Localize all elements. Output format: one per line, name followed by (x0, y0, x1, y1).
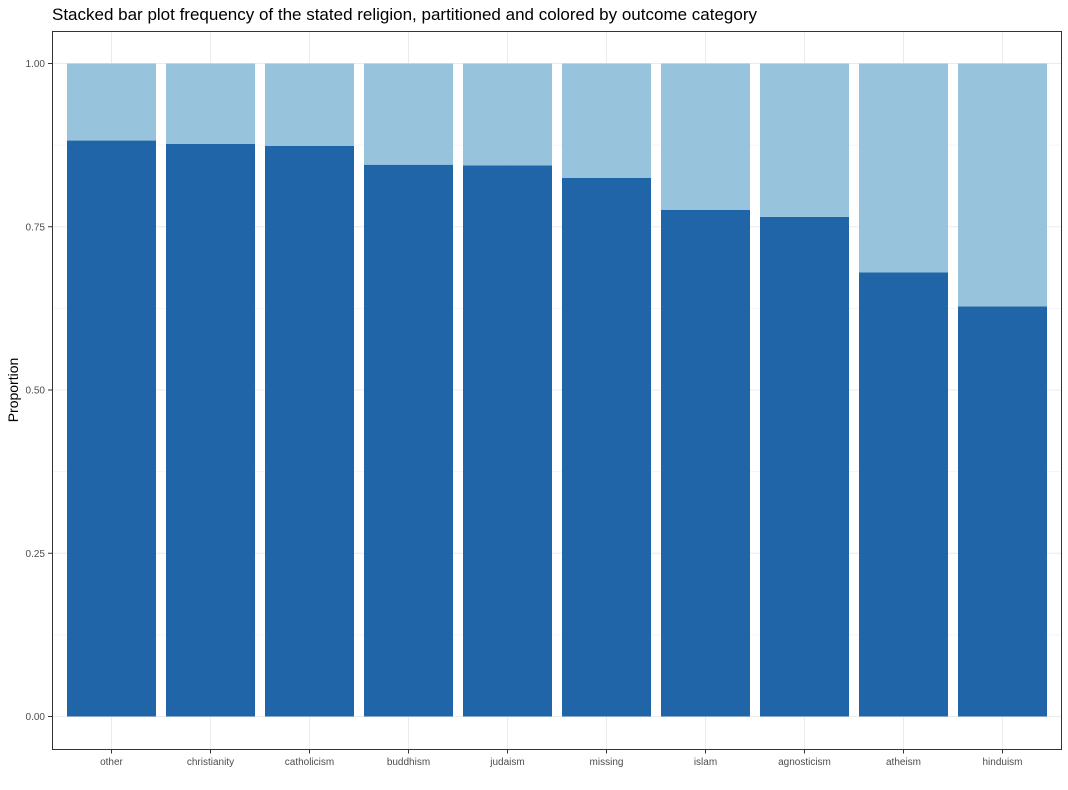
x-tick-label-buddhism: buddhism (387, 757, 430, 768)
y-tick-label: 0.00 (26, 712, 46, 723)
bar-segment-hinduism-1 (958, 306, 1047, 717)
bar-segment-other-1 (67, 140, 156, 717)
bar-segment-hinduism-2 (958, 63, 1047, 307)
x-tick-label-judaism: judaism (489, 757, 524, 768)
bar-segment-buddhism-1 (364, 164, 453, 717)
x-tick-label-christianity: christianity (187, 757, 234, 768)
chart-title: Stacked bar plot frequency of the stated… (52, 5, 757, 24)
y-tick-label: 0.50 (26, 386, 46, 397)
panel-border (52, 31, 1062, 750)
x-tick-label-islam: islam (694, 757, 717, 768)
y-axis-title: Proportion (5, 358, 21, 423)
bar-segment-islam-2 (661, 63, 750, 210)
bar-segment-christianity-2 (166, 63, 255, 144)
x-tick-label-hinduism: hinduism (982, 757, 1022, 768)
bar-segment-agnosticism-2 (760, 63, 849, 217)
axes: 0.00 0.25 0.50 0.75 1.00 other christianity cat… (26, 59, 1023, 768)
bar-segment-atheism-1 (859, 272, 948, 717)
bar-segment-catholicism-1 (265, 145, 354, 717)
x-tick-label-other: other (100, 757, 123, 768)
bar-segment-christianity-1 (166, 143, 255, 717)
y-tick-label: 0.25 (26, 549, 46, 560)
bar-segment-judaism-2 (463, 63, 552, 166)
bar-segment-other-2 (67, 63, 156, 141)
bar-segment-missing-1 (562, 177, 651, 717)
y-tick-label: 1.00 (26, 59, 46, 70)
x-tick-label-catholicism: catholicism (285, 757, 334, 768)
y-tick-label: 0.75 (26, 222, 46, 233)
bar-segment-atheism-2 (859, 63, 948, 273)
x-tick-label-missing: missing (590, 757, 624, 768)
bar-segment-catholicism-2 (265, 63, 354, 146)
bar-segment-missing-2 (562, 63, 651, 178)
x-tick-label-atheism: atheism (886, 757, 921, 768)
bar-segment-islam-1 (661, 209, 750, 717)
bar-segment-agnosticism-1 (760, 216, 849, 717)
bars (67, 63, 1047, 717)
x-tick-label-agnosticism: agnosticism (778, 757, 831, 768)
bar-segment-buddhism-2 (364, 63, 453, 165)
bar-segment-judaism-1 (463, 165, 552, 717)
